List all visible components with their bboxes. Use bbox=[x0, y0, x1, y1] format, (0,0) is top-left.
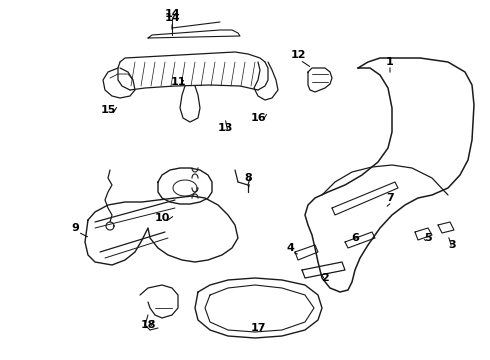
Text: 12: 12 bbox=[290, 50, 306, 60]
Text: 2: 2 bbox=[321, 273, 329, 283]
Text: 10: 10 bbox=[154, 213, 170, 223]
Text: 3: 3 bbox=[448, 240, 456, 250]
Text: 14: 14 bbox=[164, 9, 180, 19]
Text: 4: 4 bbox=[286, 243, 294, 253]
Text: 6: 6 bbox=[351, 233, 359, 243]
Text: 11: 11 bbox=[170, 77, 186, 87]
Text: 14: 14 bbox=[164, 13, 180, 23]
Text: 5: 5 bbox=[424, 233, 432, 243]
Text: 15: 15 bbox=[100, 105, 116, 115]
Text: 1: 1 bbox=[386, 57, 394, 67]
Text: 8: 8 bbox=[244, 173, 252, 183]
Text: 17: 17 bbox=[250, 323, 266, 333]
Text: 16: 16 bbox=[250, 113, 266, 123]
Text: 13: 13 bbox=[217, 123, 233, 133]
Text: 9: 9 bbox=[71, 223, 79, 233]
Text: 7: 7 bbox=[386, 193, 394, 203]
Text: 18: 18 bbox=[140, 320, 156, 330]
